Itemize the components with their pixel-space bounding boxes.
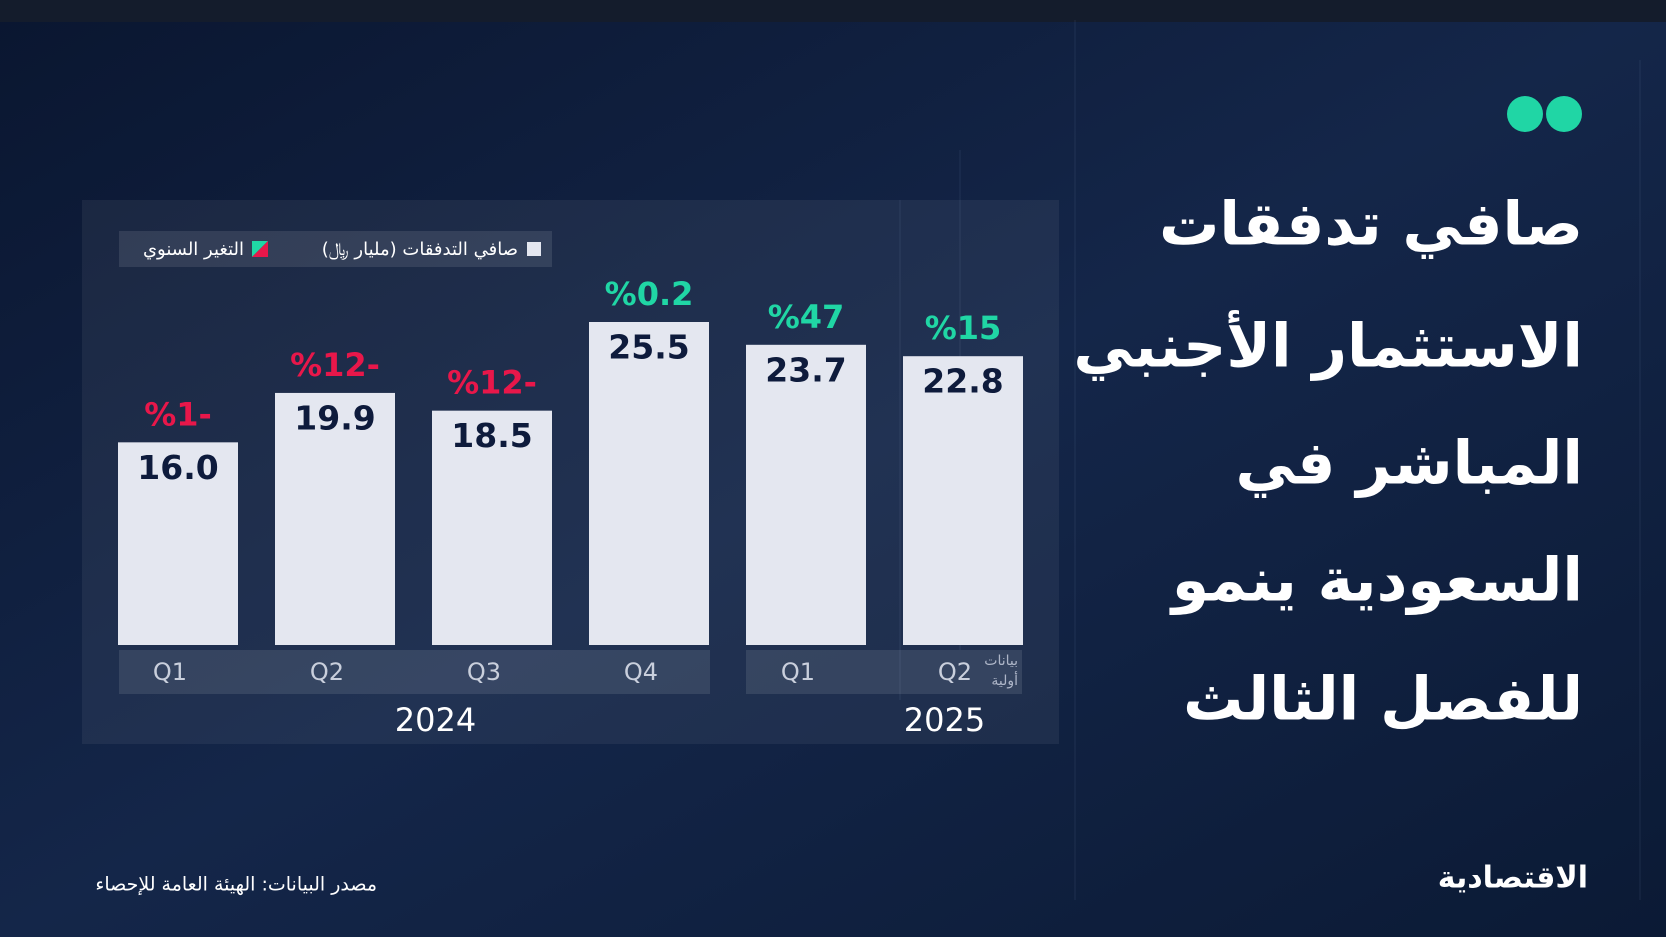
note: أولية <box>991 671 1018 689</box>
category-band <box>119 650 710 694</box>
x-tick-label: Q1 <box>781 658 815 686</box>
title-line: السعودية ينمو <box>1169 546 1583 616</box>
x-tick-label: Q2 <box>310 658 344 686</box>
year-label: 2025 <box>904 701 985 739</box>
decor-dot <box>1507 96 1543 132</box>
value-label: 16.0 <box>137 448 218 487</box>
change-label: %12- <box>447 364 537 402</box>
title-line: المباشر في <box>1235 429 1583 499</box>
bar <box>589 322 709 645</box>
top-strip <box>0 0 1666 22</box>
title-line: الاستثمار الأجنبي <box>1073 310 1583 382</box>
legend-box <box>119 231 552 267</box>
legend-swatch <box>527 242 541 256</box>
change-label: %12- <box>290 346 380 384</box>
legend-label: التغير السنوي <box>143 239 244 260</box>
x-tick-label: Q2 <box>938 658 972 686</box>
value-label: 19.9 <box>294 398 375 437</box>
decor-dot <box>1546 96 1582 132</box>
legend-swatch <box>252 241 268 257</box>
bar <box>275 392 395 645</box>
change-label: %1- <box>144 395 212 433</box>
x-tick-label: Q1 <box>153 658 187 686</box>
value-label: 22.8 <box>922 362 1003 401</box>
bar <box>746 344 866 645</box>
note: بيانات <box>984 653 1018 669</box>
value-label: 18.5 <box>451 416 532 455</box>
change-label: %47 <box>768 298 845 336</box>
bar <box>903 356 1023 645</box>
change-label: %0.2 <box>605 275 694 313</box>
value-label: 25.5 <box>608 328 689 367</box>
bar <box>432 410 552 645</box>
title-line: للفصل الثالث <box>1183 665 1583 735</box>
x-tick-label: Q4 <box>624 658 658 686</box>
publisher: الاقتصادية <box>1438 861 1588 896</box>
legend-label: صافي التدفقات (مليار ﷼) <box>322 239 518 260</box>
category-band <box>746 650 1022 694</box>
source: مصدر البيانات: الهيئة العامة للإحصاء <box>95 874 377 896</box>
value-label: 23.7 <box>765 350 846 389</box>
x-tick-label: Q3 <box>467 658 501 686</box>
change-label: %15 <box>925 309 1002 347</box>
year-label: 2024 <box>395 701 476 739</box>
bar <box>118 442 238 645</box>
title-line: صافي تدفقات <box>1159 190 1583 260</box>
chart-panel <box>82 200 1059 744</box>
